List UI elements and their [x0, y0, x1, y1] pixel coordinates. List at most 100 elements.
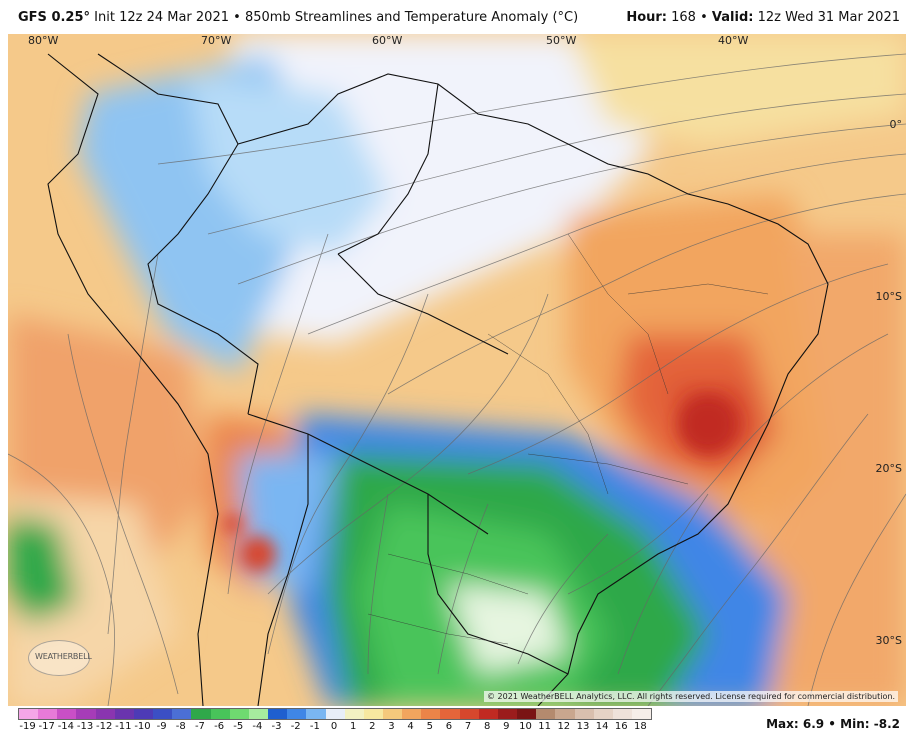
- legend-swatch: [19, 709, 39, 719]
- min-value: -8.2: [873, 717, 900, 731]
- streamlines: [8, 53, 906, 706]
- lon-label-80w: 80°W: [28, 34, 59, 47]
- country-borders: [47, 53, 829, 706]
- color-legend: -19 -17 -14 -13 -12 -11 -10 -9 -8 -7 -6 -5 -4 -3 -2 -1 0…: [18, 708, 658, 738]
- anomaly-detail: [223, 394, 738, 572]
- venezuela-border: [337, 83, 439, 255]
- legend-swatch: [248, 709, 269, 719]
- legend-tick-label: -13: [76, 721, 94, 732]
- legend-swatch: [229, 709, 249, 719]
- init-time: Init 12z 24 Mar 2021: [94, 10, 229, 25]
- lon-label-70w: 70°W: [201, 34, 232, 47]
- model-name: GFS 0.25°: [18, 10, 91, 25]
- lon-label-50w: 50°W: [546, 34, 577, 47]
- legend-swatch: [536, 709, 556, 719]
- legend-swatch: [325, 709, 345, 719]
- paraguay-border: [427, 494, 569, 675]
- legend-swatch: [459, 709, 479, 719]
- header-bar: GFS 0.25° Init 12z 24 Mar 2021 • 850mb S…: [0, 0, 914, 34]
- lon-label-40w: 40°W: [718, 34, 749, 47]
- legend-tick-label: 0: [330, 721, 338, 732]
- legend-swatch: [632, 709, 652, 719]
- state-borders: [367, 233, 769, 645]
- legend-tick-label: 13: [576, 721, 590, 732]
- weatherbell-logo: WEATHERBELL: [28, 640, 92, 676]
- legend-tick-label: -17: [38, 721, 55, 732]
- legend-swatch: [38, 709, 58, 719]
- copyright-notice: © 2021 WeatherBELL Analytics, LLC. All r…: [484, 691, 898, 702]
- legend-tick-label: -19: [19, 721, 36, 732]
- bolivia-border: [337, 253, 509, 355]
- legend-swatch: [574, 709, 594, 719]
- map-title: GFS 0.25° Init 12z 24 Mar 2021 • 850mb S…: [18, 10, 578, 25]
- legend-tick-label: -6: [214, 721, 225, 732]
- legend-tick-label: -14: [57, 721, 75, 732]
- lat-label-0: 0°: [889, 118, 903, 131]
- legend-tick-label: 10: [519, 721, 532, 732]
- legend-swatch: [57, 709, 77, 719]
- legend-swatch: [153, 709, 173, 719]
- product-name: 850mb Streamlines and Temperature Anomal…: [244, 10, 579, 25]
- hour-value: 168: [671, 10, 696, 25]
- legend-swatch: [268, 709, 288, 719]
- legend-swatch: [114, 709, 134, 719]
- legend-tick-label: -8: [175, 721, 186, 732]
- lat-label-30s: 30°S: [875, 634, 902, 647]
- legend-swatch: [497, 709, 518, 719]
- legend-swatch: [133, 709, 154, 719]
- legend-tick-label: -10: [134, 721, 151, 732]
- legend-tick-label: -2: [290, 721, 301, 732]
- lon-label-60w: 60°W: [372, 34, 403, 47]
- legend-tick-label: 4: [407, 721, 414, 732]
- legend-tick-label: 18: [634, 721, 647, 732]
- legend-tick-label: -1: [309, 721, 320, 732]
- chile-argentina-border: [257, 434, 309, 706]
- legend-swatch: [555, 709, 575, 719]
- hour-label: Hour:: [626, 10, 667, 25]
- legend-tick-label: 14: [595, 721, 609, 732]
- legend-swatch: [210, 709, 230, 719]
- legend-tick-label: -9: [156, 721, 167, 732]
- valid-value: 12z Wed 31 Mar 2021: [757, 10, 900, 25]
- lat-label-10s: 10°S: [875, 290, 902, 303]
- legend-swatch: [191, 709, 211, 719]
- legend-tick-label: 9: [503, 721, 510, 732]
- max-min-stats: Max: 6.9 • Min: -8.2: [766, 717, 900, 731]
- anomaly-map: 80°W 70°W 60°W 50°W 40°W 0° 10°S 20°S 30…: [8, 34, 906, 706]
- legend-tick-label: 8: [484, 721, 491, 732]
- legend-swatch: [421, 709, 441, 719]
- map-canvas: [8, 34, 906, 706]
- legend-tick-label: -3: [271, 721, 282, 732]
- legend-tick-label: -5: [233, 721, 244, 732]
- legend-tick-label: 6: [445, 721, 453, 732]
- legend-tick-label: -7: [194, 721, 205, 732]
- legend-tick-label: 2: [369, 721, 376, 732]
- andean-border: [97, 53, 259, 415]
- legend-swatch: [363, 709, 383, 719]
- legend-swatch: [76, 709, 96, 719]
- legend-swatch: [440, 709, 460, 719]
- legend-tick-label: 12: [557, 721, 571, 732]
- legend-swatch: [287, 709, 307, 719]
- legend-tick-label: 1: [349, 721, 357, 732]
- legend-tick-label: -11: [115, 721, 132, 732]
- legend-swatch: [593, 709, 613, 719]
- legend-tick-label: 11: [538, 721, 552, 732]
- west-coast: [47, 53, 219, 706]
- legend-swatch: [382, 709, 403, 719]
- legend-swatch: [478, 709, 498, 719]
- legend-swatch: [95, 709, 115, 719]
- legend-tick-label: 16: [614, 721, 628, 732]
- legend-labels: -19 -17 -14 -13 -12 -11 -10 -9 -8 -7 -6 -5 -4 -3 -2 -1 0…: [18, 721, 650, 735]
- legend-swatch: [612, 709, 632, 719]
- brazil-coast: [237, 73, 829, 706]
- min-label: Min:: [840, 717, 870, 731]
- legend-tick-label: 5: [426, 721, 433, 732]
- max-value: 6.9: [802, 717, 825, 731]
- legend-swatch: [402, 709, 422, 719]
- legend-swatch: [517, 709, 537, 719]
- valid-label: Valid:: [711, 10, 754, 25]
- legend-tick-label: 7: [464, 721, 472, 732]
- legend-tick-label: -4: [252, 721, 263, 732]
- stats-separator: •: [828, 717, 836, 731]
